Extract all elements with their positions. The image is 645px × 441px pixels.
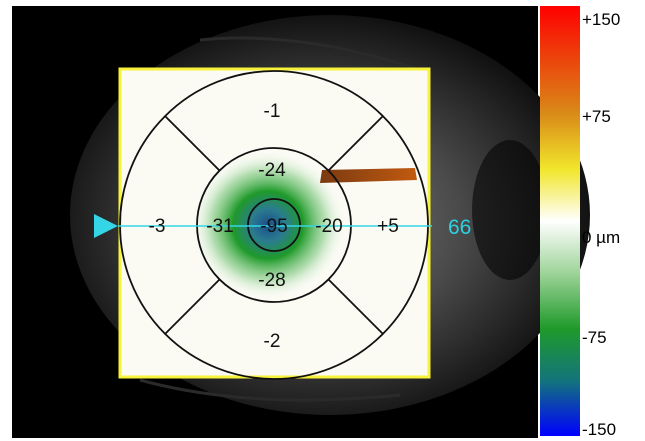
inner-ring [196, 147, 352, 303]
grid-diagonal [164, 278, 221, 335]
grid-diagonal [327, 278, 384, 335]
sector-outer-temporal: -3 [149, 216, 166, 237]
scale-label-upper: +75 [582, 107, 611, 126]
scale-label-top: +150 [582, 10, 620, 29]
scan-arrow-icon[interactable] [94, 214, 118, 238]
scan-line-value: 66 [448, 216, 471, 239]
thinning-region [190, 150, 346, 300]
scale-label-lower: -75 [582, 328, 607, 347]
sector-center: -95 [260, 216, 287, 237]
outer-ring [119, 70, 429, 380]
sector-inner-nasal: -20 [315, 216, 342, 237]
sector-inner-temporal: -31 [206, 216, 233, 237]
sector-outer-inferior: -2 [264, 331, 281, 352]
color-scale-bar [540, 6, 580, 436]
sector-outer-nasal: +5 [377, 216, 399, 237]
grid-diagonal [327, 115, 384, 172]
vessel-artifact [320, 168, 417, 183]
scan-line[interactable] [94, 214, 432, 238]
sector-outer-superior: -1 [264, 101, 281, 122]
sector-inner-superior: -24 [258, 160, 286, 181]
thickness-map: -1 -24 -3 -31 -95 -20 +5 -28 -2 [94, 67, 432, 380]
sector-inner-inferior: -28 [258, 270, 285, 291]
scale-label-bottom: -150 [582, 420, 616, 439]
grid-diagonal [164, 115, 221, 172]
etdrs-grid [119, 70, 429, 380]
color-scale: +150 +75 0 µm -75 -150 [540, 6, 620, 439]
center-ring [247, 198, 301, 252]
scale-label-middle: 0 µm [582, 228, 620, 247]
